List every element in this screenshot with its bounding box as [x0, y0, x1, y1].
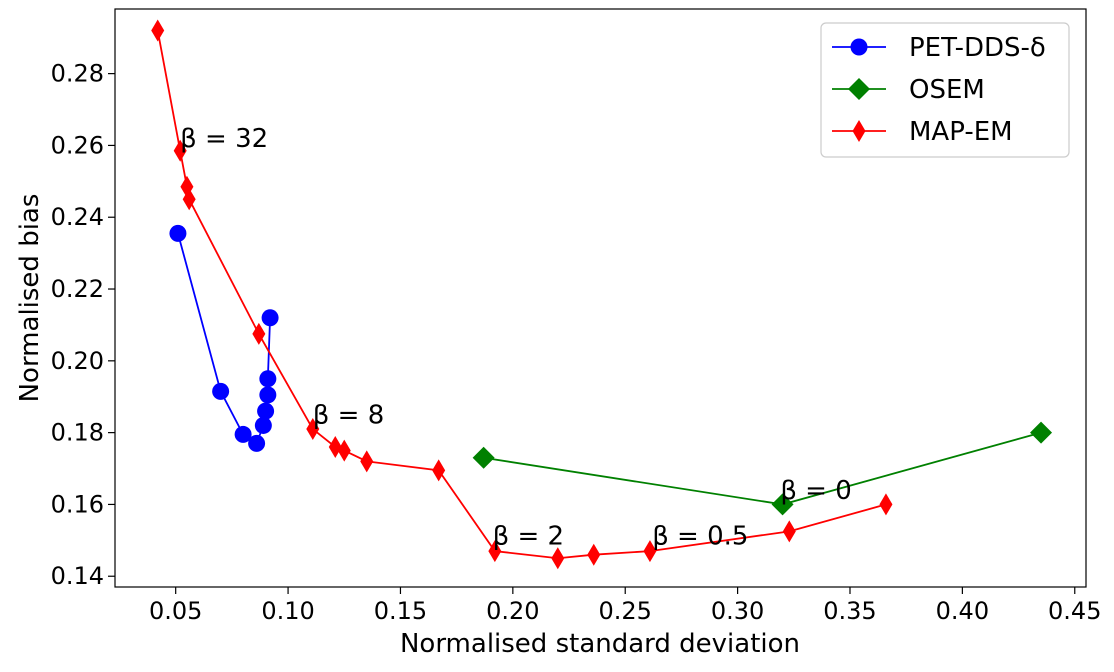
- data-point: [1030, 421, 1053, 444]
- annotation: β = 2: [493, 522, 564, 552]
- data-point: [328, 435, 342, 458]
- data-point: [879, 493, 893, 516]
- data-point: [259, 386, 277, 404]
- y-tick-label: 0.14: [51, 562, 104, 590]
- legend-marker: [848, 78, 870, 100]
- legend-entry: MAP-EM: [832, 117, 1013, 147]
- data-point: [254, 416, 272, 434]
- data-point: [182, 188, 196, 211]
- data-point: [782, 520, 796, 543]
- legend-label: PET-DDS-δ: [909, 33, 1046, 63]
- x-axis: 0.05 0.10 0.15 0.20 0.25 0.30 0.35 0.40 0.45: [149, 587, 1101, 625]
- series-line: [483, 431, 1042, 506]
- y-tick-label: 0.28: [51, 60, 104, 88]
- legend-entry: PET-DDS-δ: [832, 33, 1046, 63]
- series-line: [156, 30, 887, 560]
- data-point: [643, 540, 657, 563]
- series-layer: [151, 19, 1053, 570]
- x-tick-label: 0.45: [1048, 597, 1101, 625]
- y-tick-label: 0.16: [51, 490, 104, 518]
- data-point: [212, 382, 230, 400]
- legend-entry: OSEM: [832, 75, 985, 105]
- y-tick-label: 0.24: [51, 203, 104, 231]
- data-point: [259, 370, 277, 388]
- annotation: β = 0: [780, 476, 851, 506]
- legend-box: [820, 22, 1070, 158]
- data-point: [587, 543, 601, 566]
- data-point: [337, 439, 351, 462]
- annotation: β = 8: [313, 401, 384, 431]
- y-tick-label: 0.18: [51, 419, 104, 447]
- series-1: [472, 421, 1053, 516]
- data-point: [248, 434, 266, 452]
- plot-frame: [114, 8, 1087, 588]
- annotations: β = 32 β = 8 β = 2 β = 0.5 β = 0: [180, 124, 852, 551]
- legend-label: OSEM: [909, 75, 985, 105]
- x-tick-label: 0.40: [936, 597, 989, 625]
- data-point: [306, 418, 320, 441]
- legend-label: MAP-EM: [909, 117, 1013, 147]
- series-2: [151, 19, 893, 570]
- x-tick-label: 0.25: [599, 597, 652, 625]
- annotation: β = 32: [180, 124, 268, 154]
- y-tick-label: 0.22: [51, 275, 104, 303]
- data-point: [472, 446, 495, 469]
- data-point: [432, 459, 446, 482]
- x-tick-label: 0.20: [486, 597, 539, 625]
- x-tick-label: 0.10: [261, 597, 314, 625]
- data-point: [261, 309, 279, 327]
- legend: PET-DDS-δ OSEM MAP-EM: [820, 22, 1070, 158]
- data-point: [360, 450, 374, 473]
- x-axis-title: Normalised standard deviation: [400, 629, 800, 659]
- data-point: [257, 402, 275, 420]
- x-tick-label: 0.15: [374, 597, 427, 625]
- data-point: [771, 493, 794, 516]
- data-point: [551, 547, 565, 570]
- annotation: β = 0.5: [652, 522, 748, 552]
- y-axis: 0.14 0.16 0.18 0.20 0.22 0.24 0.26 0.28: [51, 60, 115, 590]
- x-tick-label: 0.30: [711, 597, 764, 625]
- data-point: [173, 139, 187, 162]
- x-tick-label: 0.35: [823, 597, 876, 625]
- data-point: [234, 425, 252, 443]
- y-axis-title: Normalised bias: [15, 194, 45, 403]
- data-point: [151, 19, 165, 42]
- legend-marker: [850, 38, 868, 56]
- y-tick-label: 0.26: [51, 131, 104, 159]
- data-point: [252, 322, 266, 345]
- y-tick-label: 0.20: [51, 347, 104, 375]
- series-0: [169, 224, 279, 452]
- legend-marker: [852, 120, 866, 142]
- x-tick-label: 0.05: [149, 597, 202, 625]
- data-point: [169, 224, 187, 242]
- data-point: [488, 540, 502, 563]
